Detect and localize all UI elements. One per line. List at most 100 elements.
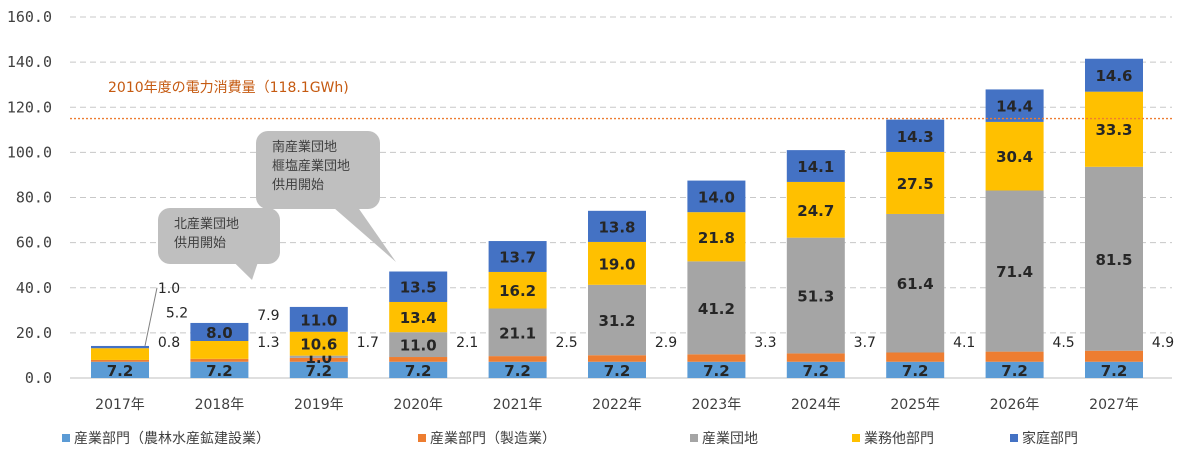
- data-label: 7.2: [703, 362, 730, 380]
- y-tick-label: 120.0: [7, 98, 52, 116]
- legend-label: 産業部門（農林水産鉱建設業）: [74, 430, 270, 447]
- annotation-text: 北産業団地: [174, 216, 239, 232]
- data-label: 4.9: [1152, 335, 1174, 351]
- bar-segment: [1085, 166, 1143, 351]
- legend-label: 産業部門（製造業）: [430, 431, 556, 447]
- legend: 産業部門（農林水産鉱建設業） 産業部門（製造業） 産業団地 業務他部門 家庭部門: [62, 430, 1078, 447]
- data-label: 4.5: [1052, 335, 1074, 351]
- bar-segment: [985, 89, 1044, 122]
- legend-item: 産業団地: [690, 431, 758, 447]
- data-label: 7.9: [257, 308, 279, 324]
- bar-segment: [289, 355, 348, 358]
- bars: 7.20.85.21.07.21.37.98.07.21.71.010.611.…: [91, 58, 1174, 380]
- data-label: 13.7: [499, 249, 536, 267]
- data-label: 7.2: [206, 362, 233, 380]
- bar-segment: [886, 151, 945, 214]
- bar-segment: [389, 271, 448, 302]
- bar-segment: [985, 361, 1044, 378]
- data-label: 7.2: [405, 362, 432, 380]
- callout-box: [256, 131, 380, 209]
- bar-segment: [985, 121, 1044, 191]
- y-tick-label: 0.0: [25, 369, 52, 387]
- data-label: 30.4: [996, 148, 1033, 166]
- legend-item: 産業部門（農林水産鉱建設業）: [62, 430, 270, 447]
- x-tick-label: 2022年: [592, 397, 642, 413]
- bar-segment: [886, 119, 945, 152]
- data-label: 7.2: [107, 362, 134, 380]
- x-tick-label: 2025年: [890, 397, 940, 413]
- bar-segment: [588, 361, 646, 378]
- bar-segment: [389, 361, 448, 378]
- x-tick-label: 2027年: [1089, 397, 1139, 413]
- x-tick-label: 2019年: [294, 397, 344, 413]
- data-label: 2.9: [655, 335, 677, 351]
- bar-segment: [190, 361, 249, 378]
- y-axis-ticks: 0.0 20.0 40.0 60.0 80.0 100.0 120.0 140.0 160.0: [7, 8, 52, 387]
- bar-segment: [786, 361, 845, 378]
- data-label: 51.3: [797, 288, 834, 306]
- data-label: 16.2: [499, 282, 536, 300]
- data-label: 1.0: [158, 281, 180, 297]
- bar-segment: [687, 361, 746, 378]
- y-tick-label: 80.0: [16, 189, 52, 207]
- x-tick-label: 2020年: [393, 397, 443, 413]
- data-label: 2.1: [456, 335, 478, 351]
- bar-segment: [289, 306, 348, 332]
- data-label: 19.0: [598, 255, 635, 273]
- legend-item: 家庭部門: [1010, 430, 1078, 447]
- data-label: 7.2: [902, 362, 929, 380]
- bar-segment: [488, 308, 547, 357]
- y-tick-label: 40.0: [16, 279, 52, 297]
- data-label: 21.8: [698, 229, 735, 247]
- data-label: 21.1: [499, 324, 536, 342]
- data-label: 14.3: [897, 128, 934, 146]
- legend-swatch: [62, 434, 70, 442]
- data-label: 14.0: [698, 188, 735, 206]
- legend-label: 業務他部門: [864, 431, 934, 447]
- annotation-text: 南産業団地: [272, 139, 337, 155]
- data-label: 13.8: [598, 218, 635, 236]
- data-label: 7.2: [604, 362, 631, 380]
- bar-segment: [190, 358, 249, 362]
- legend-swatch: [418, 434, 426, 442]
- data-label: 4.1: [953, 335, 975, 351]
- legend-label: 家庭部門: [1022, 430, 1078, 447]
- y-tick-label: 20.0: [16, 324, 52, 342]
- annotation-text: 供用開始: [174, 236, 226, 251]
- bar-segment: [1085, 91, 1143, 167]
- bar-segment: [985, 351, 1044, 362]
- bar-segment: [389, 301, 448, 333]
- bar-segment: [1085, 58, 1143, 92]
- y-tick-label: 160.0: [7, 8, 52, 26]
- data-label: 5.2: [166, 306, 188, 322]
- y-tick-label: 100.0: [7, 143, 52, 161]
- annotation-text: 榧塩産業団地: [272, 158, 350, 174]
- x-tick-label: 2024年: [791, 397, 841, 413]
- legend-swatch: [852, 434, 860, 442]
- bar-segment: [488, 356, 547, 362]
- bar-segment: [786, 181, 845, 238]
- data-label: 81.5: [1095, 251, 1132, 269]
- bar-segment: [1085, 361, 1143, 378]
- annotation-text: 供用開始: [272, 178, 324, 193]
- bar-segment: [687, 180, 746, 213]
- legend-swatch: [690, 434, 698, 442]
- bar-segment: [389, 357, 448, 362]
- data-label: 11.0: [400, 337, 437, 355]
- data-label: 61.4: [897, 275, 934, 293]
- data-label: 14.1: [797, 158, 834, 176]
- bar-segment: [488, 361, 547, 378]
- data-label: 24.7: [797, 202, 834, 220]
- bar-segment: [91, 359, 149, 362]
- callout-box: [158, 208, 280, 264]
- data-label: 3.7: [854, 335, 876, 351]
- data-label: 27.5: [897, 175, 934, 193]
- bar-segment: [786, 237, 845, 354]
- bar-segment: [588, 355, 646, 362]
- data-label: 10.6: [300, 336, 337, 354]
- x-tick-label: 2017年: [95, 397, 145, 413]
